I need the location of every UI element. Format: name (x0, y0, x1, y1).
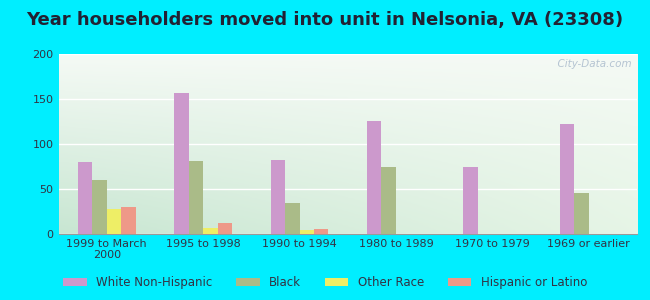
Bar (121, 207, 136, 234)
Bar (174, 93, 188, 234)
Bar (314, 229, 328, 234)
Bar (78, 162, 92, 234)
Bar (560, 124, 575, 234)
Bar (300, 230, 314, 234)
Bar (188, 161, 203, 234)
Text: City-Data.com: City-Data.com (551, 59, 631, 69)
Text: Year householders moved into unit in Nelsonia, VA (23308): Year householders moved into unit in Nel… (27, 11, 623, 28)
Bar (367, 121, 382, 234)
Bar (92, 180, 107, 234)
Legend: White Non-Hispanic, Black, Other Race, Hispanic or Latino: White Non-Hispanic, Black, Other Race, H… (58, 272, 592, 294)
Bar (285, 202, 300, 234)
Bar (270, 160, 285, 234)
Bar (107, 209, 121, 234)
Bar (575, 193, 589, 234)
Bar (218, 223, 232, 234)
Bar (463, 167, 478, 234)
Bar (382, 167, 396, 234)
Bar (203, 228, 218, 234)
